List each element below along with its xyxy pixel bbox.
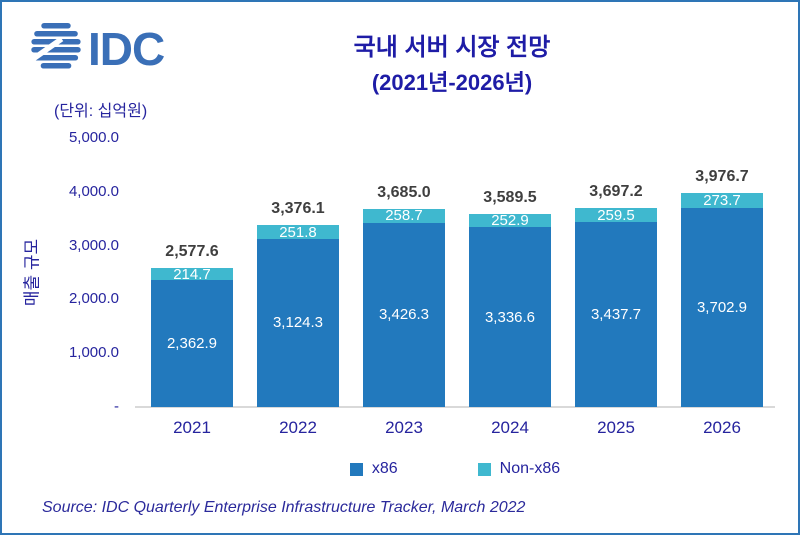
legend-label-x86: x86 (371, 460, 398, 477)
x-axis-label-2022: 2022 (279, 418, 317, 437)
x-axis-label-2024: 2024 (491, 418, 529, 437)
x-axis-label-2026: 2026 (703, 418, 741, 437)
bar-value-label: 252.9 (491, 212, 529, 230)
total-label-2025: 3,697.2 (589, 183, 643, 201)
bar-value-label: 259.5 (597, 206, 635, 224)
bar-value-label: 2,362.9 (166, 334, 218, 352)
bar-value-label: 251.8 (279, 223, 317, 241)
y-tick-1000: 1,000.0 (68, 344, 119, 362)
legend-swatch-non-x86 (477, 462, 491, 476)
y-tick-4000: 4,000.0 (68, 182, 119, 200)
total-label-2023: 3,685.0 (377, 183, 431, 201)
bar-value-label: 258.7 (385, 207, 423, 225)
total-label-2022: 3,376.1 (271, 200, 325, 218)
x-axis-line (135, 406, 775, 408)
idc-logo-text: IDC (88, 22, 165, 75)
legend: x86 Non-x86 (135, 460, 775, 478)
bar-value-label: 273.7 (703, 191, 741, 209)
bar-2025-x86: 3,437.7 (575, 222, 657, 407)
x-axis-label-2023: 2023 (385, 418, 423, 437)
chart-title-line2: (2021년-2026년) (371, 70, 533, 95)
source-note: Source: IDC Quarterly Enterprise Infrast… (42, 499, 526, 516)
bar-2023-x86: 3,426.3 (363, 222, 445, 407)
bar-value-label: 3,336.6 (484, 308, 536, 326)
bar-2023-non-x86: 258.7 (363, 207, 445, 225)
legend-item-x86: x86 (349, 460, 398, 478)
total-label-2026: 3,976.7 (695, 168, 749, 186)
x-axis-label-2025: 2025 (597, 418, 635, 437)
units-label: (단위: 십억원) (54, 103, 148, 120)
bar-value-label: 214.7 (173, 265, 211, 283)
bar-2026-non-x86: 273.7 (681, 191, 763, 209)
y-tick-2000: 2,000.0 (68, 290, 119, 308)
chart-title-line1: 국내 서버 시장 전망 (353, 34, 551, 61)
bar-2021-x86: 2,362.9 (151, 279, 233, 407)
y-tick-3000: 3,000.0 (68, 236, 119, 254)
legend-label-non-x86: Non-x86 (499, 460, 561, 477)
y-tick-5000: 5,000.0 (68, 129, 119, 146)
bar-2022-x86: 3,124.3 (257, 238, 339, 407)
idc-logo: IDC (27, 20, 165, 77)
bar-2024-non-x86: 252.9 (469, 212, 551, 230)
y-tick-0: - (114, 398, 119, 415)
idc-globe-icon (27, 20, 82, 77)
legend-swatch-x86 (349, 462, 363, 476)
bar-value-label: 3,437.7 (590, 306, 642, 324)
bar-2025-non-x86: 259.5 (575, 206, 657, 224)
bar-2026-x86: 3,702.9 (681, 207, 763, 407)
bar-value-label: 3,702.9 (696, 298, 748, 316)
bar-value-label: 3,124.3 (272, 314, 324, 332)
y-axis-title: 매출 규모 (22, 238, 42, 307)
legend-item-non-x86: Non-x86 (477, 460, 561, 478)
bar-2022-non-x86: 251.8 (257, 223, 339, 241)
bar-2021-non-x86: 214.7 (151, 265, 233, 283)
total-label-2024: 3,589.5 (483, 188, 537, 206)
bar-value-label: 3,426.3 (378, 306, 430, 324)
chart-title: 국내 서버 시장 전망 (2021년-2026년) (217, 30, 687, 100)
total-label-2021: 2,577.6 (165, 243, 219, 261)
bar-2024-x86: 3,336.6 (469, 227, 551, 407)
x-axis-label-2021: 2021 (173, 418, 211, 437)
